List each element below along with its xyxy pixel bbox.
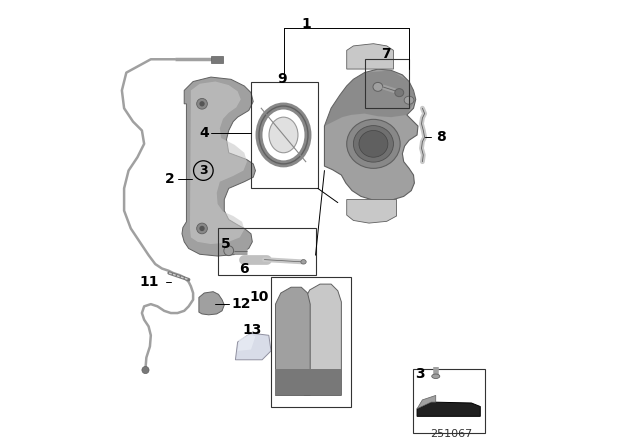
Polygon shape — [182, 77, 255, 256]
Text: 10: 10 — [249, 290, 268, 305]
Bar — [271, 277, 351, 406]
Text: 1: 1 — [302, 17, 312, 30]
Text: 5: 5 — [221, 237, 230, 251]
Polygon shape — [417, 396, 436, 409]
Text: 6: 6 — [239, 262, 249, 276]
Bar — [218, 228, 316, 275]
Text: 13: 13 — [243, 323, 262, 337]
Polygon shape — [324, 70, 416, 126]
Circle shape — [142, 366, 149, 374]
Text: 4: 4 — [200, 126, 209, 140]
Ellipse shape — [353, 125, 394, 162]
Ellipse shape — [395, 89, 404, 97]
Circle shape — [199, 101, 205, 107]
Polygon shape — [305, 369, 341, 396]
Polygon shape — [347, 44, 394, 69]
Circle shape — [199, 226, 205, 231]
Polygon shape — [305, 284, 341, 396]
Ellipse shape — [301, 260, 306, 264]
Ellipse shape — [373, 82, 383, 91]
Polygon shape — [417, 402, 480, 416]
Text: 8: 8 — [436, 130, 445, 144]
Text: 2: 2 — [165, 172, 175, 186]
Polygon shape — [324, 69, 418, 201]
Polygon shape — [199, 292, 224, 315]
Bar — [413, 369, 484, 433]
Ellipse shape — [347, 119, 400, 168]
Circle shape — [196, 99, 207, 109]
Text: 11: 11 — [140, 275, 159, 289]
Bar — [365, 59, 409, 108]
Text: 9: 9 — [277, 72, 287, 86]
Ellipse shape — [224, 246, 234, 256]
Ellipse shape — [432, 374, 440, 379]
Text: 12: 12 — [231, 297, 250, 311]
Ellipse shape — [359, 130, 388, 157]
Polygon shape — [236, 333, 271, 360]
Text: 251067: 251067 — [430, 429, 472, 439]
Text: 7: 7 — [381, 47, 390, 61]
Text: 3: 3 — [415, 367, 424, 382]
Polygon shape — [347, 199, 397, 223]
Text: 3: 3 — [199, 164, 207, 177]
Bar — [211, 56, 223, 63]
Polygon shape — [275, 287, 310, 396]
Polygon shape — [237, 334, 255, 351]
Polygon shape — [190, 82, 247, 244]
Ellipse shape — [404, 96, 414, 104]
Circle shape — [196, 223, 207, 234]
Ellipse shape — [269, 117, 298, 153]
Bar — [251, 82, 318, 188]
Polygon shape — [275, 369, 310, 396]
